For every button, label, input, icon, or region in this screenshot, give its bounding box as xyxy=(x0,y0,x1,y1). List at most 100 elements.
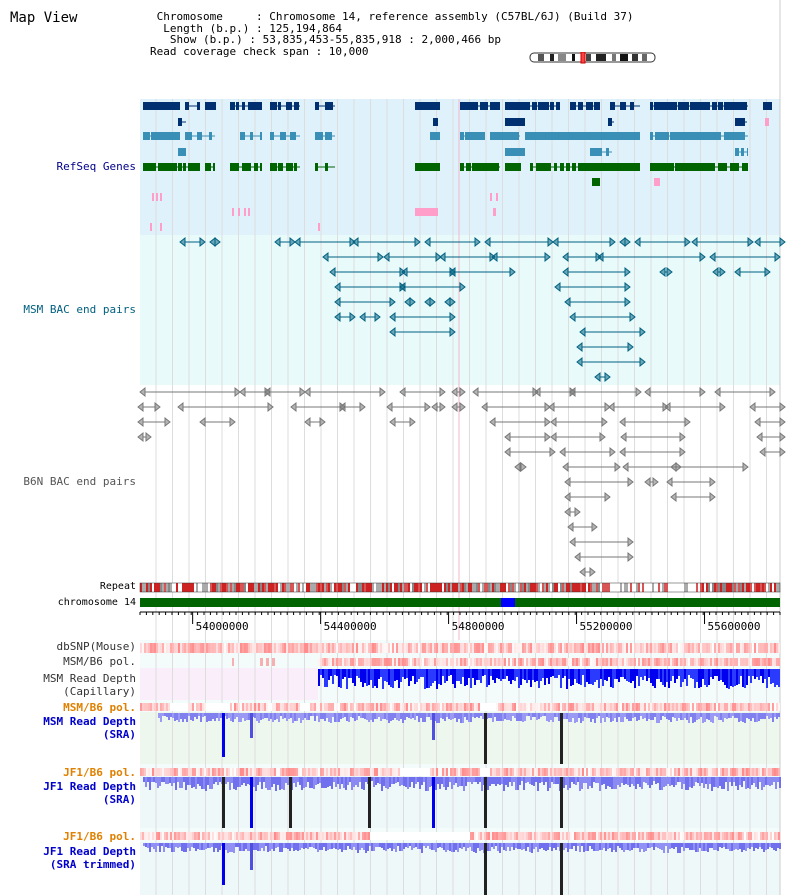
jf1-sra-depth-bar xyxy=(469,777,471,782)
msm-cap-depth-bar xyxy=(726,669,728,688)
jf1-trim-depth-bar xyxy=(633,843,635,848)
msm-sra-depth-bar xyxy=(634,713,636,717)
repeat-block xyxy=(748,583,750,592)
repeat-block xyxy=(332,583,334,592)
msm-pol1-cell xyxy=(616,658,618,666)
jf1-pol2-cell xyxy=(420,832,422,840)
msm-pol1-cell xyxy=(646,658,648,666)
jf1-sra-depth-bar xyxy=(427,777,429,791)
repeat-block xyxy=(432,583,434,592)
msm-pol1-cell xyxy=(692,658,694,666)
msm-pol2-cell xyxy=(354,703,356,711)
msm-sra-depth-bar xyxy=(330,713,332,723)
refseq-gene-block xyxy=(505,163,521,171)
jf1-pol1-cell xyxy=(142,768,144,776)
msm-sra-depth-bar xyxy=(260,713,262,720)
refseq-row5-exon xyxy=(660,163,667,171)
dbsnp-cell xyxy=(438,643,440,653)
jf1-trim-depth-bar xyxy=(663,843,665,853)
refseq-row1-exon xyxy=(260,102,262,110)
jf1-sra-depth-bar xyxy=(351,777,353,790)
jf1-pol2-cell xyxy=(690,832,692,840)
msm-cap-depth-bar xyxy=(778,669,780,687)
refseq-row1-exon xyxy=(439,102,440,110)
msm-pol2-cell xyxy=(196,703,198,711)
jf1-pol1-cell xyxy=(404,768,406,776)
jf1-sra-depth-bar xyxy=(315,777,317,785)
chromosome-ideogram[interactable] xyxy=(528,52,658,64)
dbsnp-cell xyxy=(298,643,300,653)
msm-bac-end-arrow xyxy=(399,281,406,293)
jf1-sra-depth-bar xyxy=(197,777,199,784)
dbsnp-cell xyxy=(662,643,664,653)
refseq-row1-exon xyxy=(325,102,333,110)
jf1-pol1-cell xyxy=(340,768,342,776)
jf1-sra-depth-bar xyxy=(769,777,771,786)
msm-bac-end-arrow xyxy=(334,281,341,293)
msm-cap-depth-bar xyxy=(660,669,662,682)
msm-pol1-cell xyxy=(356,658,358,666)
dbsnp-cell xyxy=(766,643,768,653)
ideogram-band xyxy=(596,54,606,61)
msm-pol2-cell xyxy=(148,703,150,711)
jf1-pol1-cell xyxy=(616,768,618,776)
msm-pol2-cell xyxy=(446,703,448,711)
jf1-sra-depth-bar xyxy=(535,777,537,782)
jf1-trim-depth-bar xyxy=(755,843,757,848)
msm-pol2-cell xyxy=(424,703,426,711)
msm-cap-depth-bar xyxy=(630,669,632,683)
refseq-pink-block xyxy=(244,208,246,216)
dbsnp-cell xyxy=(608,643,610,653)
msm-sra-depth-bar xyxy=(748,713,750,719)
msm-cap-depth-bar xyxy=(730,669,732,686)
refseq-row5-exon xyxy=(675,163,683,171)
msm-pol2-cell xyxy=(758,703,760,711)
msm-sra-depth-bar xyxy=(190,713,192,720)
jf1-pol1-cell xyxy=(298,768,300,776)
jf1-pol1-cell xyxy=(754,768,756,776)
jf1-sra-depth-bar xyxy=(667,777,669,784)
msm-cap-depth-bar xyxy=(468,669,470,678)
msm-pol1-cell xyxy=(508,658,510,666)
jf1-pol2-cell xyxy=(254,832,256,840)
msm-sra-depth-bar xyxy=(500,713,502,721)
jf1-trim-depth-bar xyxy=(437,843,439,848)
jf1-pol2-cell xyxy=(728,832,730,840)
jf1-trim-depth-bar xyxy=(199,843,201,850)
repeat-block xyxy=(756,583,758,592)
jf1-pol1-cell xyxy=(210,768,212,776)
repeat-block xyxy=(760,583,762,592)
jf1-pol2-cell xyxy=(558,832,560,840)
jf1-pol1-cell xyxy=(200,768,202,776)
msm-pol1-cell xyxy=(614,658,616,666)
msm-sra-depth-bar xyxy=(340,713,342,719)
jf1-pol1-cell xyxy=(218,768,220,776)
jf1-sra-depth-bar xyxy=(237,777,239,787)
msm-sra-depth-bar xyxy=(236,713,238,717)
repeat-block xyxy=(428,583,430,592)
msm-pol1-cell xyxy=(384,658,386,666)
dbsnp-cell xyxy=(160,643,162,653)
refseq-row5-exon xyxy=(472,163,478,171)
msm-cap-depth-bar xyxy=(702,669,704,679)
jf1-trim-depth-bar xyxy=(275,843,277,848)
jf1-trim-depth-bar xyxy=(441,843,443,848)
msm-pol2-cell xyxy=(234,703,236,711)
jf1-trim-depth-bar xyxy=(511,843,513,847)
jf1-pol2-cell xyxy=(418,832,420,840)
refseq-genes-label: RefSeq Genes xyxy=(56,160,136,173)
jf1-pol2-cell xyxy=(556,832,558,840)
msm-bac-end-arrow xyxy=(449,296,456,308)
msm-sra-depth-bar xyxy=(760,713,762,719)
repeat-block xyxy=(378,583,380,592)
jf1-pol1-cell xyxy=(334,768,336,776)
dbsnp-cell xyxy=(242,643,244,653)
jf1-trim-depth-bar xyxy=(537,843,539,852)
jf1-pol2-cell xyxy=(268,832,270,840)
dbsnp-cell xyxy=(398,643,400,653)
jf1-sra-depth-bar xyxy=(683,777,685,784)
msm-sra-depth-bar xyxy=(430,713,432,720)
msm-pol2-cell xyxy=(216,703,218,711)
dbsnp-cell xyxy=(624,643,626,653)
